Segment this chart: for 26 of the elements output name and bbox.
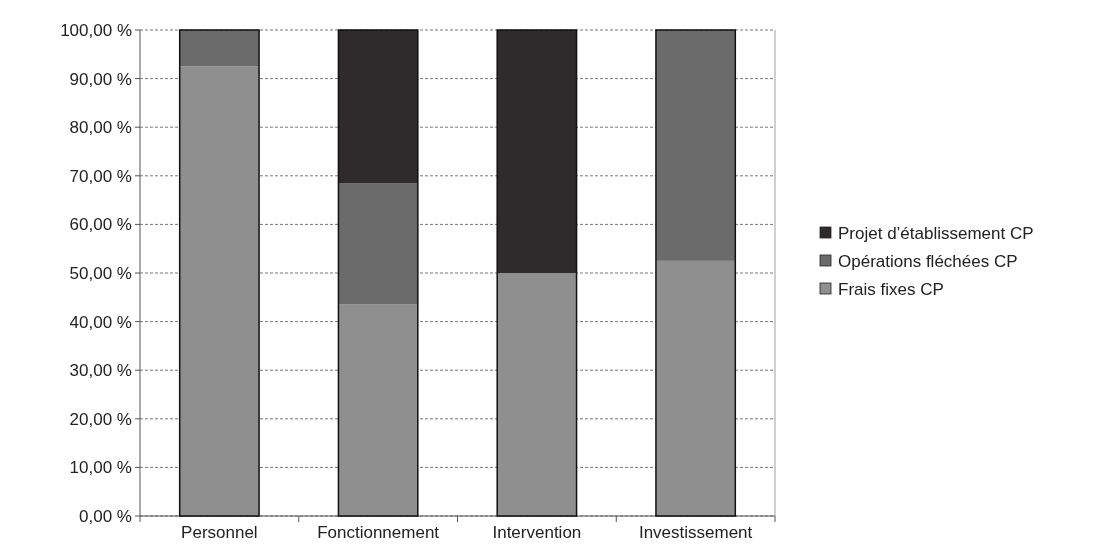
y-tick-label: 70,00 % (69, 166, 132, 186)
legend-label: Opérations fléchées CP (838, 251, 1018, 271)
y-tick-label: 90,00 % (69, 69, 132, 89)
x-tick-label: Fonctionnement (317, 523, 440, 542)
y-tick-label: 60,00 % (69, 215, 132, 235)
y-tick-label: 100,00 % (60, 20, 132, 40)
bar (497, 273, 577, 516)
y-tick-label: 0,00 % (79, 506, 132, 526)
bar (179, 30, 260, 67)
y-tick-label: 30,00 % (69, 361, 132, 381)
bar (655, 260, 736, 516)
bar (338, 30, 418, 184)
y-tick-label: 80,00 % (69, 118, 132, 138)
y-tick-label: 20,00 % (69, 409, 132, 429)
y-tick-label: 40,00 % (69, 312, 132, 332)
legend-label: Projet d’établissement CP (838, 223, 1034, 243)
x-tick-label: Personnel (181, 523, 258, 542)
bar (338, 304, 418, 516)
bar (497, 30, 577, 273)
bar (338, 183, 418, 305)
legend-label: Frais fixes CP (838, 279, 944, 299)
bar (655, 30, 736, 261)
y-tick-label: 10,00 % (69, 458, 132, 478)
y-tick-label: 50,00 % (69, 263, 132, 283)
x-tick-label: Investissement (638, 523, 753, 542)
x-tick-label: Intervention (492, 523, 582, 542)
